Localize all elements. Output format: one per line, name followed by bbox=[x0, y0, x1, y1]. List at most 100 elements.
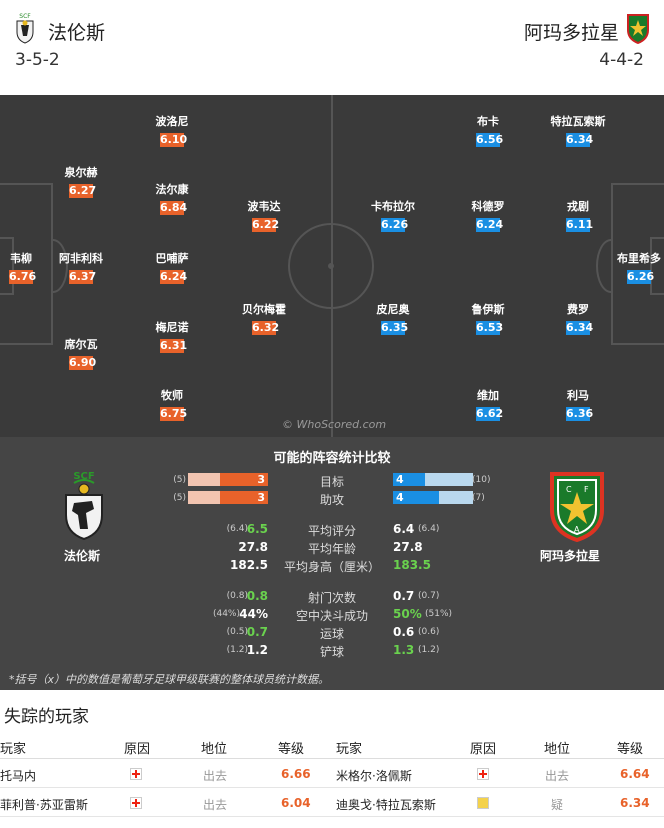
away-player-goalkeeper[interactable]: 布里希多 6.26 bbox=[604, 252, 664, 284]
away-value: 6.4 bbox=[393, 522, 415, 536]
watermark: © WhoScored.com bbox=[282, 418, 387, 431]
away-player[interactable]: 科德罗 6.24 bbox=[453, 200, 523, 232]
away-player[interactable]: 鲁伊斯 6.53 bbox=[453, 303, 523, 335]
home-player[interactable]: 牧师 6.75 bbox=[137, 389, 207, 421]
col-status: 地位 bbox=[544, 742, 571, 757]
player-rating: 6.56 bbox=[476, 133, 504, 147]
home-player[interactable]: 波韦达 6.22 bbox=[229, 200, 299, 232]
player-name: 法尔康 bbox=[155, 183, 189, 196]
right-goal-area bbox=[650, 237, 664, 295]
col-status: 地位 bbox=[201, 742, 228, 757]
home-value: 1.2 bbox=[246, 643, 268, 657]
status: 出去 bbox=[545, 769, 570, 783]
player-rating: 6.34 bbox=[566, 321, 594, 335]
player-name: 维加 bbox=[477, 389, 499, 402]
player-rating: 6.10 bbox=[160, 133, 188, 147]
away-player[interactable]: 费罗 6.34 bbox=[543, 303, 613, 335]
away-value: 1.3 bbox=[393, 643, 415, 657]
player-name: 卡布拉尔 bbox=[371, 200, 415, 213]
player-rating: 6.26 bbox=[627, 270, 655, 284]
rating: 6.66 bbox=[281, 767, 311, 781]
rating: 6.34 bbox=[620, 796, 650, 810]
stat-row-shots: (0.8) 0.8 射门次数 0.7 (0.7) bbox=[0, 589, 664, 605]
home-value: 44% bbox=[239, 607, 268, 621]
home-league-value: (0.5) bbox=[226, 627, 248, 637]
center-circle bbox=[288, 223, 374, 309]
svg-text:F: F bbox=[584, 485, 589, 494]
away-crest-icon: C F A bbox=[550, 472, 604, 542]
pitch: 韦柳 6.76 泉尔赫 6.27 阿非利科 6.37 席尔瓦 6.90 波洛尼 … bbox=[0, 95, 664, 437]
player-name[interactable]: 菲利普·苏亚雷斯 bbox=[0, 798, 88, 812]
away-player[interactable]: 皮尼奥 6.35 bbox=[358, 303, 428, 335]
player-rating: 6.37 bbox=[69, 270, 97, 284]
away-value: 0.6 bbox=[393, 625, 415, 639]
away-league-value: (6.4) bbox=[418, 524, 440, 534]
player-rating: 6.90 bbox=[69, 356, 97, 370]
player-name: 波洛尼 bbox=[155, 115, 189, 128]
away-bar-fill bbox=[393, 473, 425, 486]
away-value: 27.8 bbox=[393, 540, 423, 554]
stat-row-average-rating: (6.4) 6.5 平均评分 6.4 (6.4) bbox=[0, 522, 664, 538]
player-name: 贝尔梅霍 bbox=[242, 303, 286, 316]
player-rating: 6.76 bbox=[9, 270, 37, 284]
home-bar-fill bbox=[220, 473, 268, 486]
status: 出去 bbox=[203, 798, 228, 812]
player-name: 费罗 bbox=[567, 303, 589, 316]
home-formation: 3-5-2 bbox=[15, 50, 60, 70]
away-player[interactable]: 布卡 6.56 bbox=[453, 115, 523, 147]
status: 疑 bbox=[551, 798, 564, 812]
home-team-label[interactable]: 法伦斯 bbox=[64, 549, 101, 563]
away-player[interactable]: 维加 6.62 bbox=[453, 389, 523, 421]
away-player[interactable]: 戎剧 6.11 bbox=[543, 200, 613, 232]
home-player-goalkeeper[interactable]: 韦柳 6.76 bbox=[0, 252, 56, 284]
home-team-name[interactable]: 法伦斯 bbox=[48, 22, 106, 44]
col-player: 玩家 bbox=[0, 742, 27, 757]
player-name[interactable]: 托马内 bbox=[0, 769, 37, 783]
away-formation: 4-4-2 bbox=[599, 50, 644, 70]
home-bar: 3 bbox=[188, 473, 268, 486]
player-name[interactable]: 米格尔·洛佩斯 bbox=[336, 769, 412, 783]
home-player[interactable]: 阿非利科 6.37 bbox=[46, 252, 116, 284]
away-bar: 4 bbox=[393, 473, 473, 486]
away-team-label[interactable]: 阿玛多拉星 bbox=[540, 549, 601, 563]
lineup-stats-comparison: 可能的阵容统计比较 SCF 法伦斯 C F A 阿玛多拉星 (5) 3 目标 4… bbox=[0, 437, 664, 690]
player-name: 阿非利科 bbox=[59, 252, 103, 265]
stats-title: 可能的阵容统计比较 bbox=[273, 451, 391, 466]
away-player[interactable]: 利马 6.36 bbox=[543, 389, 613, 421]
player-rating: 6.31 bbox=[160, 339, 188, 353]
home-league-value: (6.4) bbox=[226, 524, 248, 534]
home-player[interactable]: 泉尔赫 6.27 bbox=[46, 166, 116, 198]
away-team-name[interactable]: 阿玛多拉星 bbox=[523, 22, 619, 44]
missing-players-title: 失踪的玩家 bbox=[4, 707, 89, 727]
home-crest-icon: SCF bbox=[16, 13, 34, 44]
svg-text:C: C bbox=[566, 485, 572, 494]
player-name: 韦柳 bbox=[10, 252, 32, 265]
player-name: 波韦达 bbox=[247, 200, 281, 213]
stat-row-dribbles: (0.5) 0.7 运球 0.6 (0.6) bbox=[0, 625, 664, 641]
home-player[interactable]: 波洛尼 6.10 bbox=[137, 115, 207, 147]
home-value: 27.8 bbox=[238, 540, 268, 554]
player-rating: 6.24 bbox=[160, 270, 188, 284]
away-player[interactable]: 特拉瓦索斯 6.34 bbox=[543, 115, 613, 147]
svg-text:SCF: SCF bbox=[73, 471, 94, 482]
home-crest-icon: SCF bbox=[65, 471, 103, 541]
away-league-value: (7) bbox=[472, 493, 485, 503]
away-player[interactable]: 卡布拉尔 6.26 bbox=[358, 200, 428, 232]
stat-label: 平均评分 bbox=[307, 524, 356, 538]
home-player[interactable]: 法尔康 6.84 bbox=[137, 183, 207, 215]
home-player[interactable]: 梅尼诺 6.31 bbox=[137, 321, 207, 353]
player-name[interactable]: 迪奥戈·特拉瓦索斯 bbox=[336, 798, 436, 812]
player-rating: 6.75 bbox=[160, 407, 188, 421]
player-name: 科德罗 bbox=[471, 200, 505, 213]
home-player[interactable]: 席尔瓦 6.90 bbox=[46, 338, 116, 370]
stat-label: 目标 bbox=[319, 475, 344, 489]
home-player[interactable]: 巴哺萨 6.24 bbox=[137, 252, 207, 284]
home-player[interactable]: 贝尔梅霍 6.32 bbox=[229, 303, 299, 335]
svg-text:SCF: SCF bbox=[19, 13, 31, 20]
col-reason: 原因 bbox=[470, 742, 497, 757]
stat-label: 射门次数 bbox=[307, 591, 356, 605]
left-penalty-area bbox=[0, 183, 53, 345]
home-league-value: (5) bbox=[173, 493, 186, 503]
injury-icon bbox=[477, 768, 489, 780]
away-value: 50% bbox=[393, 607, 422, 621]
